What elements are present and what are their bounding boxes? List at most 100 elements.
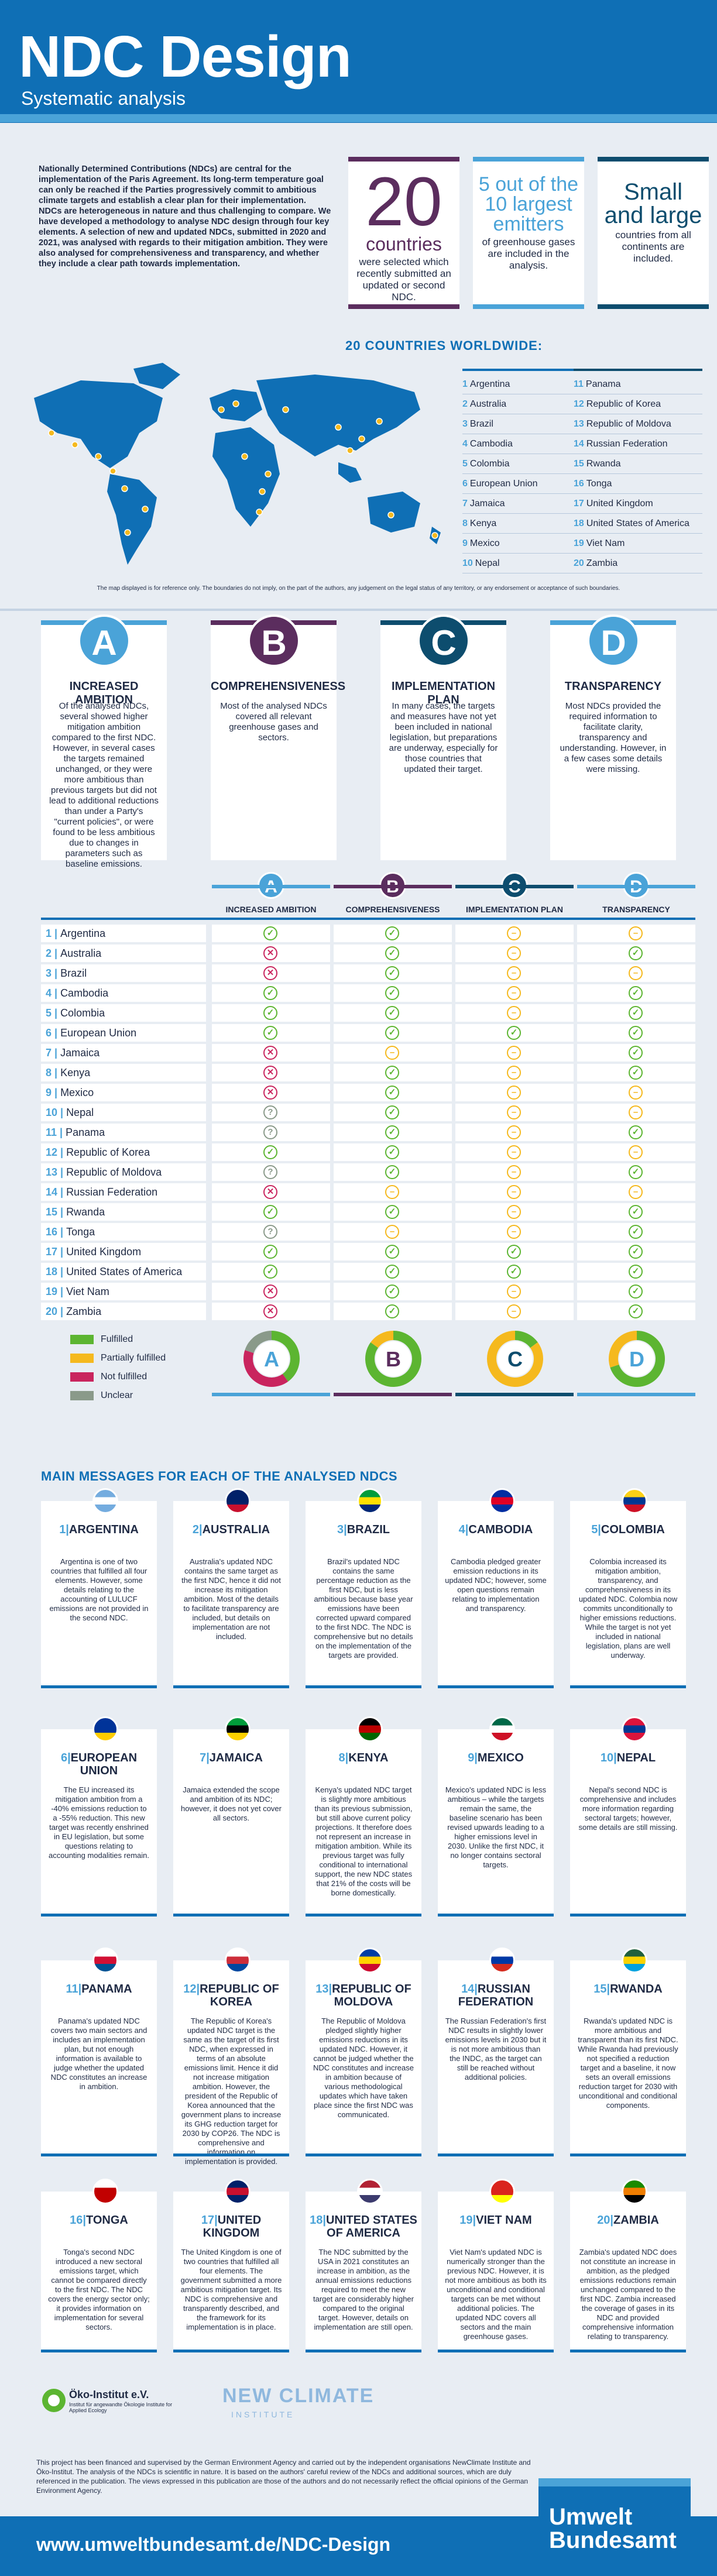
table-cell: ✓ — [334, 964, 452, 982]
criterion-text: Of the analysed NDCs, several showed hig… — [49, 701, 159, 869]
table-cell: – — [455, 1143, 574, 1161]
letter-badge: C — [417, 614, 470, 667]
flag-icon — [489, 2179, 515, 2204]
fulfilled-icon: ✓ — [263, 1145, 277, 1159]
partial-icon: – — [507, 1165, 521, 1179]
letter-badge: A — [78, 614, 131, 667]
card-text: The NDC submitted by the USA in 2021 con… — [313, 2248, 414, 2331]
row-country: 3 | Brazil — [41, 964, 206, 982]
card-text: Nepal's second NDC is comprehensive and … — [578, 1785, 678, 1832]
fulfilled-icon: ✓ — [629, 1225, 643, 1239]
table-row: 13 | Republic of Moldova? ✓ – ✓ — [41, 1162, 714, 1182]
card-text: Mexico's updated NDC is less ambitious –… — [445, 1785, 547, 1869]
donut-letter: A — [264, 1347, 279, 1371]
flag-icon — [489, 1488, 515, 1514]
table-cell: – — [455, 1104, 574, 1121]
flag-icon — [92, 2179, 118, 2204]
uba-logo: Umwelt Bundesamt — [538, 2478, 691, 2560]
table-cell: ✓ — [577, 1004, 695, 1022]
row-country: 2 | Australia — [41, 944, 206, 962]
table-cell: ✓ — [334, 1243, 452, 1260]
page-subtitle: Systematic analysis — [21, 88, 186, 109]
table-cell: ✓ — [334, 1203, 452, 1221]
donut-segment — [245, 1331, 272, 1354]
donut-letter: C — [507, 1347, 523, 1371]
table-cell: – — [577, 1183, 695, 1201]
table-cell: ? — [212, 1163, 330, 1181]
table-cell: – — [455, 1004, 574, 1022]
table-cell: ✓ — [577, 1124, 695, 1141]
donut-segment — [610, 1331, 665, 1387]
table-cell: ✓ — [455, 1263, 574, 1280]
partial-icon: – — [507, 1145, 521, 1159]
donut-a: A — [212, 1328, 330, 1396]
message-card: 8|KENYA Kenya's updated NDC target is sli… — [306, 1716, 421, 1916]
table-cell: ✓ — [577, 1283, 695, 1300]
legend-item: Unclear — [70, 1390, 166, 1409]
card-title: 15|RWANDA — [594, 1983, 663, 1995]
list-item: 11 Panama — [574, 375, 702, 394]
partial-icon: – — [507, 966, 521, 980]
intro-text: Nationally Determined Contributions (NDC… — [39, 164, 331, 269]
message-card: 9|MEXICO Mexico's updated NDC is less amb… — [438, 1716, 554, 1916]
table-cell: ✕ — [212, 1283, 330, 1300]
message-card: 14|RUSSIAN FEDERATION The Russian Federat… — [438, 1948, 554, 2156]
table-cell: ✓ — [455, 1243, 574, 1260]
card-title: 17|UNITED KINGDOM — [201, 2214, 262, 2240]
fulfilled-icon: ✓ — [629, 1284, 643, 1299]
fulfilled-icon: ✓ — [385, 1165, 399, 1179]
header-stripe — [0, 114, 717, 122]
legend-item: Partially fulfilled — [70, 1353, 166, 1372]
table-row: 15 | Rwanda ✓ ✓ – ✓ — [41, 1202, 714, 1222]
row-country: 16 | Tonga — [41, 1223, 206, 1241]
donut-letter: D — [629, 1347, 644, 1371]
table-cell: – — [455, 1183, 574, 1201]
not-fulfilled-icon: ✕ — [263, 1284, 277, 1299]
table-cell: ✓ — [334, 1263, 452, 1280]
fulfilled-icon: ✓ — [263, 1265, 277, 1279]
table-cell: – — [577, 1084, 695, 1101]
card-title: 14|RUSSIAN FEDERATION — [458, 1983, 534, 2008]
card-title: 11|PANAMA — [66, 1983, 132, 1995]
column-label: IMPLEMENTATION PLAN — [466, 905, 563, 914]
table-cell: – — [455, 1223, 574, 1241]
row-country: 4 | Cambodia — [41, 984, 206, 1002]
fulfilled-icon: ✓ — [263, 1245, 277, 1259]
header-banner — [0, 0, 717, 123]
oeko-logo — [41, 2388, 94, 2412]
footer-url-link[interactable]: www.umweltbundesamt.de/NDC-Design — [36, 2534, 391, 2555]
table-cell: – — [455, 1044, 574, 1062]
country-list-right: 11 Panama 12 Republic of Korea 13 Republic … — [574, 375, 702, 573]
table-cell: – — [334, 1183, 452, 1201]
partial-icon: – — [507, 1284, 521, 1299]
partial-icon: – — [507, 1046, 521, 1060]
fulfilled-icon: ✓ — [507, 1245, 521, 1259]
list-item: 19 Viet Nam — [574, 534, 702, 554]
table-row: 18 | United States of America ✓ ✓ ✓ ✓ — [41, 1262, 714, 1282]
unclear-icon: ? — [263, 1165, 277, 1179]
messages-title: MAIN MESSAGES FOR EACH OF THE ANALYSED N… — [41, 1469, 398, 1483]
partial-icon: – — [507, 1304, 521, 1318]
row-country: 19 | Viet Nam — [41, 1283, 206, 1300]
flag-icon — [357, 1716, 383, 1742]
list-item: 14 Russian Federation — [574, 434, 702, 454]
donut-segment — [370, 1331, 393, 1348]
table-row: 10 | Nepal? ✓ – – — [41, 1102, 714, 1122]
table-cell: – — [455, 1124, 574, 1141]
table-row: 11 | Panama? ✓ – ✓ — [41, 1122, 714, 1142]
partial-icon: – — [507, 1205, 521, 1219]
criterion-text: Most of the analysed NDCs covered all re… — [220, 701, 327, 743]
donut-segment — [515, 1331, 538, 1348]
card-text: The Republic of Moldova pledged slightly… — [313, 2017, 414, 2119]
fulfilled-icon: ✓ — [263, 1026, 277, 1040]
partial-icon: – — [507, 946, 521, 960]
table-row: 19 | Viet Nam ✕ ✓ – ✓ — [41, 1282, 714, 1301]
list-divider — [574, 369, 702, 371]
flag-icon — [92, 1948, 118, 1973]
table-cell: – — [455, 925, 574, 942]
message-card: 6|EUROPEAN UNION The EU increased its mit… — [41, 1716, 157, 1916]
column-label: TRANSPARENCY — [602, 905, 670, 914]
stat-box-emitters: 5 out of the 10 largest emitters of gree… — [473, 157, 584, 309]
stat-headline: Small and large — [604, 179, 702, 228]
column-bar — [334, 885, 452, 888]
